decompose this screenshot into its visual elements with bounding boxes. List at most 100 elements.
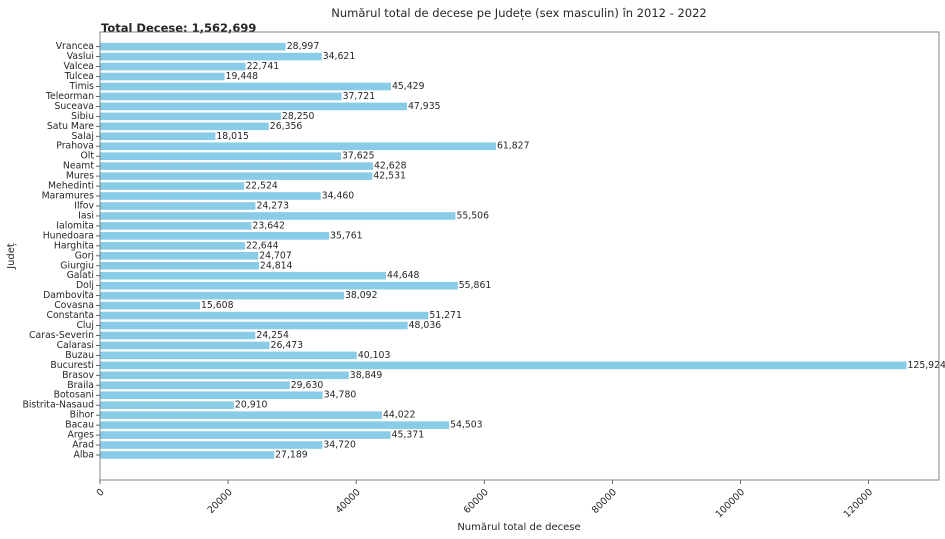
y-tick-label: Salaj bbox=[72, 131, 94, 142]
bar-value-label: 24,814 bbox=[260, 260, 293, 271]
y-tick-label: Teleorman bbox=[45, 91, 94, 102]
bar bbox=[100, 311, 429, 320]
y-tick-label: Calarasi bbox=[57, 340, 94, 351]
bar-value-label: 38,092 bbox=[345, 290, 378, 301]
bar-value-label: 42,628 bbox=[374, 161, 407, 172]
y-tick-label: Braila bbox=[67, 380, 94, 391]
bar-value-label: 37,625 bbox=[342, 151, 375, 162]
y-tick-label: Bihor bbox=[70, 410, 95, 421]
bar-value-label: 28,997 bbox=[287, 41, 320, 52]
bar-value-label: 28,250 bbox=[282, 111, 315, 122]
y-tick-label: Gorj bbox=[75, 250, 94, 261]
bar-value-label: 55,861 bbox=[459, 280, 492, 291]
y-tick-label: Caras-Severin bbox=[29, 330, 94, 341]
bar-value-label: 44,648 bbox=[387, 270, 420, 281]
bar bbox=[100, 192, 321, 200]
bar bbox=[100, 92, 342, 101]
bar-value-label: 29,630 bbox=[291, 380, 324, 391]
y-axis-tick-labels: AlbaAradArgesBacauBihorBistrita-NasaudBo… bbox=[22, 41, 100, 461]
bar-value-label: 44,022 bbox=[383, 410, 416, 421]
bar bbox=[100, 441, 323, 449]
bar bbox=[100, 142, 496, 151]
y-tick-label: Timis bbox=[69, 81, 95, 92]
x-axis-ticks: 0 20000 40000 60000 80000 100000 120000 bbox=[95, 480, 875, 520]
bar bbox=[100, 261, 259, 270]
bar bbox=[100, 112, 281, 121]
bar bbox=[100, 102, 408, 111]
total-annotation: Total Decese: 1,562,699 bbox=[101, 21, 256, 35]
bar-value-label: 40,103 bbox=[358, 350, 391, 361]
bar bbox=[100, 281, 458, 290]
chart-title: Numărul total de decese pe Județe (sex m… bbox=[331, 6, 706, 20]
y-tick-label: Mehedinti bbox=[48, 181, 94, 192]
y-tick-label: Vaslui bbox=[67, 51, 94, 62]
bar bbox=[100, 351, 357, 360]
bar bbox=[100, 212, 456, 220]
y-tick-label: Galati bbox=[67, 270, 94, 281]
bar bbox=[100, 162, 374, 170]
bar bbox=[100, 122, 269, 131]
y-tick-label: Mures bbox=[66, 171, 94, 182]
y-tick-label: Tulcea bbox=[64, 71, 94, 82]
y-tick-label: Alba bbox=[73, 450, 94, 461]
bar bbox=[100, 242, 246, 250]
bar-value-label: 34,780 bbox=[324, 390, 357, 401]
x-axis-label: Numărul total de decese bbox=[457, 522, 580, 533]
bar-value-label: 27,189 bbox=[275, 450, 308, 461]
y-tick-label: Brasov bbox=[62, 370, 94, 381]
y-tick-label: Valcea bbox=[64, 61, 94, 72]
bar bbox=[100, 411, 382, 419]
y-tick-label: Hunedoara bbox=[43, 230, 94, 241]
bar-value-label: 15,608 bbox=[201, 300, 234, 311]
bar bbox=[100, 421, 450, 429]
y-tick-label: Buzau bbox=[65, 350, 94, 361]
y-tick-label: Ilfov bbox=[74, 201, 94, 212]
y-tick-label: Satu Mare bbox=[47, 121, 94, 132]
y-tick-label: Covasna bbox=[54, 300, 94, 311]
bar-value-label: 45,429 bbox=[392, 81, 425, 92]
bar bbox=[100, 152, 341, 160]
bar-value-label: 48,036 bbox=[409, 320, 442, 331]
bar-value-label: 24,273 bbox=[256, 201, 289, 212]
bar-value-label: 26,473 bbox=[271, 340, 304, 351]
bar bbox=[100, 62, 246, 71]
bar-value-label: 22,644 bbox=[246, 240, 279, 251]
y-tick-label: Bistrita-Nasaud bbox=[22, 400, 94, 411]
x-tick-label: 80000 bbox=[590, 487, 619, 516]
bar bbox=[100, 52, 322, 61]
bar-value-label: 34,621 bbox=[323, 51, 356, 62]
y-tick-label: Arad bbox=[72, 440, 94, 451]
bar-value-label: 24,707 bbox=[259, 250, 292, 261]
bar bbox=[100, 431, 391, 439]
x-tick-label: 40000 bbox=[334, 487, 363, 516]
y-tick-label: Dambovita bbox=[43, 290, 94, 301]
bars-group bbox=[100, 42, 907, 459]
y-tick-label: Dolj bbox=[76, 280, 94, 291]
bar-value-label: 125,924 bbox=[907, 360, 945, 371]
bar bbox=[100, 361, 907, 370]
bar bbox=[100, 252, 259, 260]
y-tick-label: Harghita bbox=[54, 240, 94, 251]
bar bbox=[100, 381, 290, 390]
y-tick-label: Giurgiu bbox=[60, 260, 94, 271]
y-tick-label: Arges bbox=[68, 430, 95, 441]
x-tick-label: 0 bbox=[95, 487, 107, 499]
bar-value-label: 35,761 bbox=[330, 230, 363, 241]
bar-value-label: 23,642 bbox=[252, 220, 285, 231]
bar-value-label: 22,524 bbox=[245, 181, 278, 192]
y-tick-label: Bucuresti bbox=[50, 360, 94, 371]
y-tick-label: Olt bbox=[80, 151, 94, 162]
bar bbox=[100, 391, 323, 400]
bar-value-label: 34,460 bbox=[322, 191, 355, 202]
y-tick-label: Maramures bbox=[42, 191, 95, 202]
bar-value-label: 18,015 bbox=[216, 131, 249, 142]
y-tick-label: Neamt bbox=[63, 161, 94, 172]
y-tick-label: Vrancea bbox=[56, 41, 94, 52]
x-tick-label: 100000 bbox=[714, 487, 747, 520]
x-tick-label: 120000 bbox=[842, 487, 875, 520]
y-axis-label: Județ bbox=[6, 243, 17, 270]
y-tick-label: Cluj bbox=[76, 320, 94, 331]
bar-value-label: 38,849 bbox=[350, 370, 383, 381]
bar-value-label: 51,271 bbox=[429, 310, 462, 321]
